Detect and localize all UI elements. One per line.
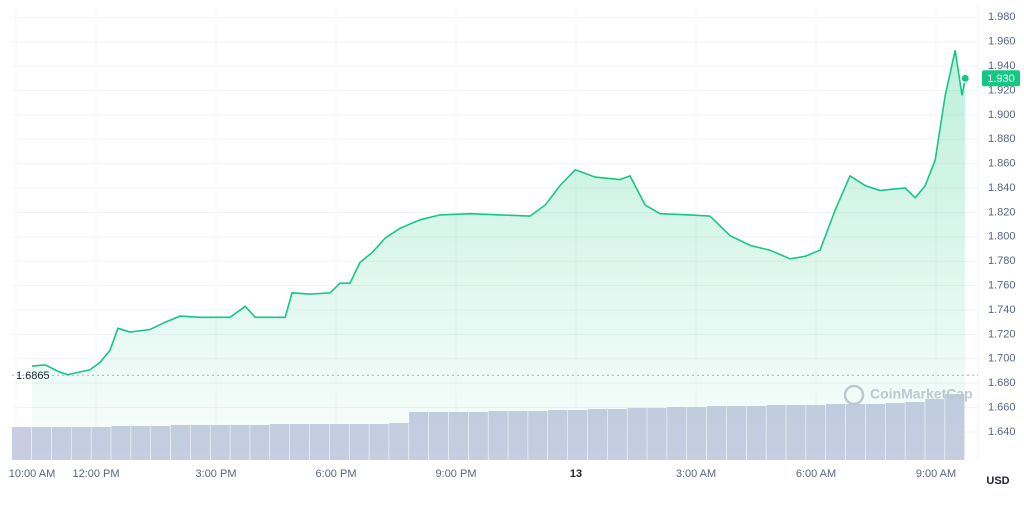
y-tick-label: 1.700 [988,353,1016,365]
last-point [960,73,970,83]
price-tag [982,70,1020,87]
y-tick-label: 1.900 [988,109,1016,121]
y-tick-label: 1.740 [988,304,1016,316]
y-tick-label: 1.800 [988,231,1016,243]
area [32,50,966,460]
x-tick-label: 9:00 PM [436,468,477,480]
x-tick-label: 9:00 AM [916,468,956,480]
price-line [31,50,966,376]
y-tick-label: 1.980 [988,11,1016,23]
y-tick-label: 1.640 [988,426,1016,438]
y-tick-label: 1.820 [988,206,1016,218]
y-tick-label: 1.860 [988,158,1016,170]
x-tick-label: 6:00 AM [796,468,836,480]
y-tick-label: 1.940 [988,60,1016,72]
y-tick-label: 1.660 [988,401,1016,413]
price-tag-label: 1.930 [987,73,1015,85]
x-tick-label: 12:00 PM [72,468,119,480]
x-tick-label: 13 [570,468,582,480]
y-tick-label: 1.880 [988,133,1016,145]
y-tick-label: 1.720 [988,328,1016,340]
volume-bar [12,427,32,460]
x-tick-label: 6:00 PM [316,468,357,480]
x-tick-label: 3:00 PM [196,468,237,480]
y-tick-label: 1.960 [988,36,1016,48]
y-tick-label: 1.680 [988,377,1016,389]
y-tick-label: 1.920 [988,84,1016,96]
y-tick-label: 1.840 [988,182,1016,194]
y-tick-label: 1.760 [988,280,1016,292]
y-tick-label: 1.780 [988,255,1016,267]
x-tick-label: 3:00 AM [676,468,716,480]
currency: USD [986,475,1009,487]
x-tick-label: 10:00 AM [9,468,55,480]
